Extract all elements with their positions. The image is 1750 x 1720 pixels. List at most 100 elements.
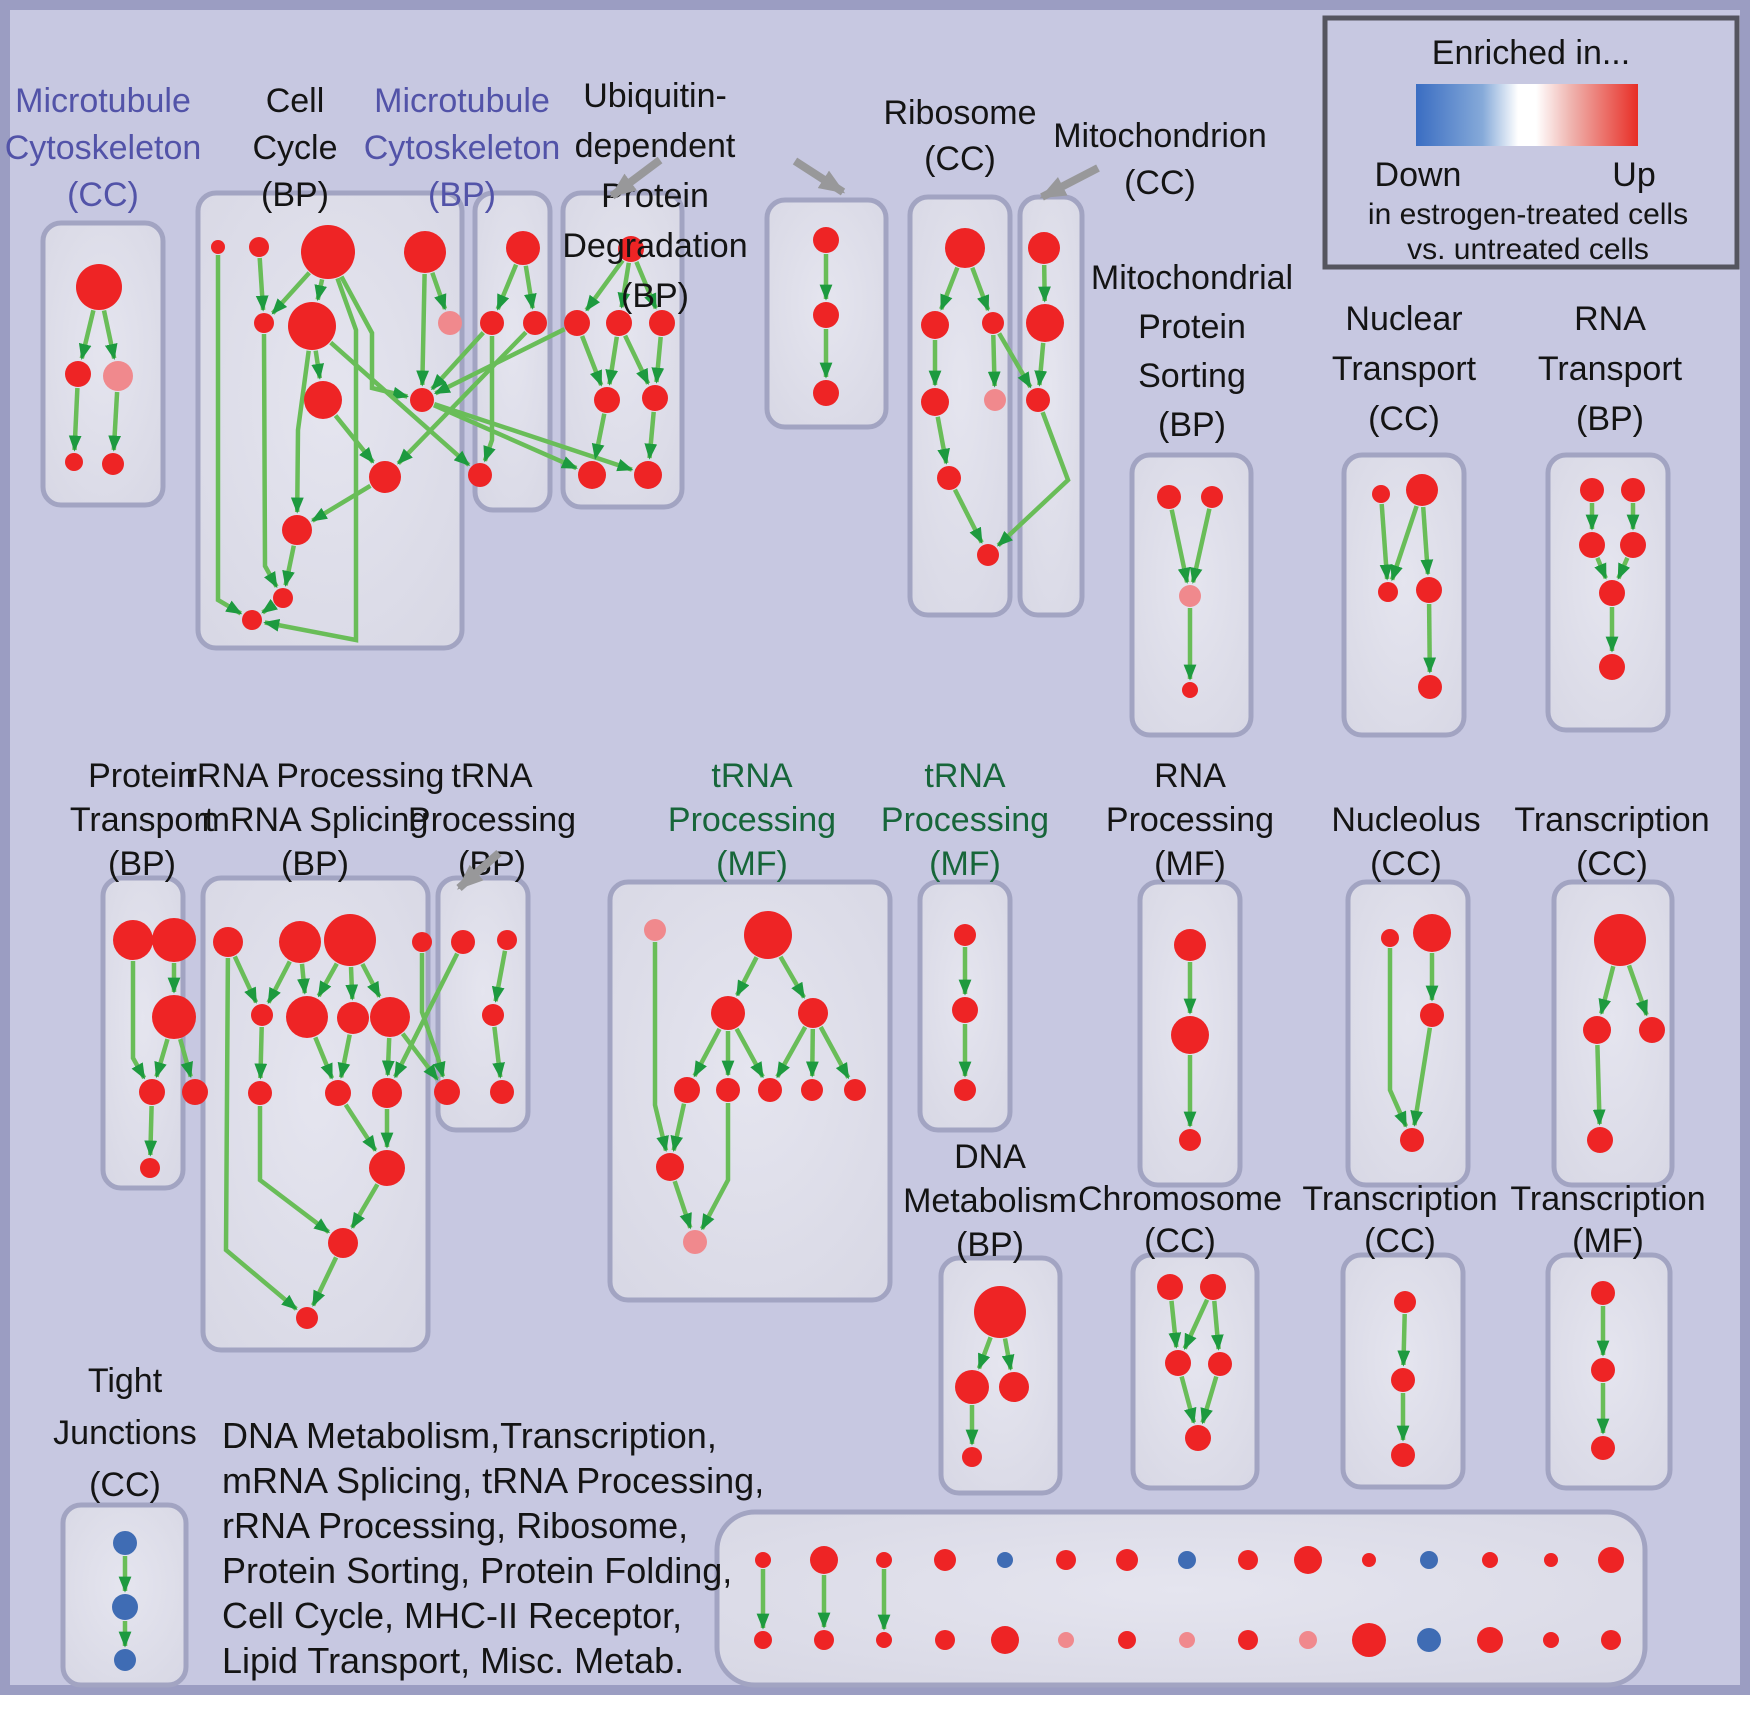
cluster-label-transcription-mf: Transcription [1510, 1180, 1705, 1218]
go-term-node-tc_t [1594, 914, 1646, 966]
edge-rr_t3-rr_m4 [360, 962, 382, 999]
go-term-node-bb_t5 [997, 1552, 1013, 1568]
go-term-node-tr_t1 [451, 930, 475, 954]
cluster-label-dna-metabolism: Metabolism [903, 1182, 1077, 1220]
cluster-label-ribosome: (CC) [924, 140, 996, 178]
edge-ub_t-ub_mm [617, 262, 632, 309]
edge-cc_t3-cc_s2 [314, 278, 328, 302]
edge-tm_r-tm_d [805, 1028, 819, 1078]
edge-mi_1-mi_2 [1038, 264, 1051, 303]
edge-pt_s1-pt_b [144, 1105, 158, 1157]
go-term-node-tf_2 [1591, 1358, 1615, 1382]
go-term-node-rb_t [945, 228, 985, 268]
go-term-node-bb_b10 [1299, 1631, 1317, 1649]
legend-up-label: Up [1612, 156, 1655, 194]
go-term-node-rr_m4 [370, 997, 410, 1037]
edge-cc_t4-cc_p [430, 272, 448, 311]
go-term-node-bb_b5 [991, 1626, 1019, 1654]
go-term-node-ts_2 [952, 997, 978, 1023]
go-term-node-tm_p [644, 919, 666, 941]
go-term-node-u2_1 [813, 227, 839, 253]
go-term-node-dm_m2 [999, 1372, 1029, 1402]
cluster-label-nuclear-transport: Nuclear [1345, 300, 1462, 338]
go-term-node-bb_t15 [1598, 1547, 1624, 1573]
go-term-node-ms_p [1179, 585, 1201, 607]
go-term-node-tm_b [716, 1078, 740, 1102]
go-term-node-bb_t4 [934, 1549, 956, 1571]
go-term-node-bb_b4 [935, 1630, 955, 1650]
go-term-node-mt_ml [480, 311, 504, 335]
go-term-node-tj_1 [113, 1531, 137, 1555]
edge-ub_ml-cc_c [433, 327, 566, 396]
go-term-node-bb_t8 [1178, 1551, 1196, 1569]
edge-rr_t1-rr_sink [223, 957, 298, 1311]
go-term-node-rr_s1 [248, 1081, 272, 1105]
edge-cc_l1-cc_l2 [311, 483, 372, 523]
edge-rr_t1-rr_m1 [232, 955, 259, 1004]
edge-rr_m2-rr_s2 [313, 1036, 335, 1080]
cluster-label-transcription-cc-mid: Transcription [1514, 801, 1709, 839]
edge-pt_m-pt_s1 [154, 1038, 170, 1079]
cluster-label-cell-cycle: Cycle [252, 129, 337, 167]
cluster-label-rrna-mrna: (BP) [281, 845, 349, 883]
edge-pt_m-pt_s2 [178, 1038, 193, 1079]
cluster-label-cell-cycle: Cell [266, 82, 325, 120]
cluster-label-transcription-cc-mid: (CC) [1576, 845, 1648, 883]
go-term-node-tj_2 [112, 1594, 138, 1620]
edge-rb_t-rb_ml [939, 266, 960, 311]
cluster-label-dna-metabolism: DNA [954, 1138, 1026, 1176]
go-term-node-tc_b [1587, 1127, 1613, 1153]
go-term-node-cc_t4 [404, 231, 446, 273]
cluster-label-rna-transport: (BP) [1576, 400, 1644, 438]
edge-nt_mr-nt_bb [1423, 603, 1437, 674]
go-term-node-bb_t2 [810, 1546, 838, 1574]
cluster-label-microtubule-bp: (BP) [428, 176, 496, 214]
cluster-label-tight-junctions: Tight [88, 1362, 163, 1400]
go-term-node-tj_3 [114, 1649, 136, 1671]
go-term-node-tm_a [674, 1077, 700, 1103]
go-term-node-nt_bb [1418, 675, 1442, 699]
edge-rt_m1-rt_c [1594, 557, 1608, 580]
go-term-node-rt_m2 [1620, 532, 1646, 558]
go-term-node-ms_1 [1157, 485, 1181, 509]
cluster-box-nuclear-transport [1341, 452, 1467, 738]
legend-subtitle-2: vs. untreated cells [1407, 233, 1649, 266]
go-term-node-pt_b [140, 1158, 160, 1178]
cluster-label-protein-transport: Transport [70, 801, 215, 839]
ubiquitin-right-arrow [792, 157, 846, 196]
go-term-node-ch_m2 [1208, 1352, 1232, 1376]
edge-ub_t-ub_mr [634, 261, 658, 310]
go-term-node-bb_b13 [1477, 1627, 1503, 1653]
edge-cc_s1-cc_b2 [261, 333, 279, 589]
legend-title: Enriched in... [1432, 34, 1630, 72]
edge-mi_3-rb_sink [996, 411, 1071, 548]
go-term-node-ms_2 [1201, 486, 1223, 508]
edge-ch_t2-ch_m1 [1182, 1298, 1210, 1350]
edge-ub_lr-ub_br [644, 411, 658, 460]
go-term-node-cc_b1 [304, 381, 342, 419]
cluster-label-chromosome: Chromosome [1078, 1180, 1282, 1218]
edge-tc_ml-tc_b [1592, 1044, 1606, 1126]
go-term-node-nu_b [1413, 914, 1451, 952]
go-term-node-rr_t4 [412, 932, 432, 952]
cluster-label-trna-bp: Processing [408, 801, 576, 839]
legend-down-label: Down [1375, 156, 1462, 194]
cluster-label-trna-mf-large: Processing [668, 801, 836, 839]
go-term-node-pt_t1 [113, 920, 153, 960]
caption-line: Lipid Transport, Misc. Metab. [222, 1640, 684, 1681]
edge-cc_t4-cc_c [416, 273, 429, 387]
go-term-node-nt_ml [1378, 582, 1398, 602]
edge-cc_b2-cc_sink [261, 598, 279, 615]
edge-mt_ml-mt_b [482, 336, 496, 463]
cluster-box-nucleolus [1345, 879, 1471, 1188]
edge-rr_t2-rr_m1 [266, 960, 292, 1005]
edge-ch_m2-ch_b [1200, 1375, 1219, 1425]
go-term-node-ch_t1 [1157, 1274, 1183, 1300]
edge-tm_f-tm_sink [672, 1180, 693, 1230]
go-term-node-tm_r [798, 998, 828, 1028]
cluster-label-transcription-cc-bottom: (CC) [1364, 1222, 1436, 1260]
go-term-node-bb_b1 [754, 1631, 772, 1649]
edge-cc_l2-cc_b2 [282, 545, 297, 587]
edge-rr_t3-rr_m3 [345, 966, 359, 1001]
